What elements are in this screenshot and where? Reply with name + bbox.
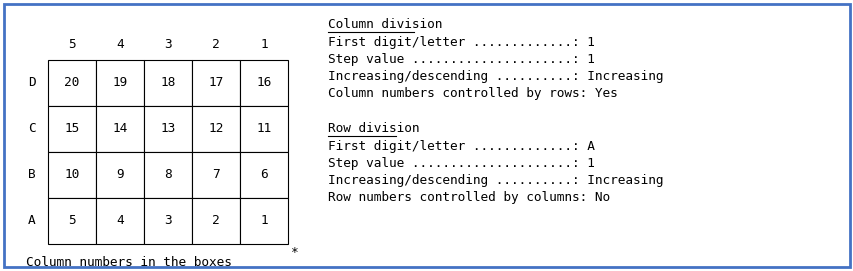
Text: 9: 9	[116, 169, 124, 182]
Text: Row division: Row division	[328, 122, 419, 135]
Text: Column division: Column division	[328, 18, 442, 31]
Bar	[144, 198, 192, 244]
Text: C: C	[28, 122, 36, 136]
Text: 13: 13	[160, 122, 176, 136]
Bar	[240, 106, 287, 152]
Bar	[240, 152, 287, 198]
Bar	[144, 152, 192, 198]
Text: 1: 1	[260, 215, 268, 227]
Bar	[48, 152, 96, 198]
Bar	[192, 152, 240, 198]
Text: First digit/letter .............: 1: First digit/letter .............: 1	[328, 36, 595, 49]
Text: Column numbers controlled by rows: Yes: Column numbers controlled by rows: Yes	[328, 87, 617, 100]
Text: D: D	[28, 76, 36, 89]
Text: Row numbers controlled by columns: No: Row numbers controlled by columns: No	[328, 191, 609, 204]
Bar	[144, 60, 192, 106]
Text: 5: 5	[68, 215, 76, 227]
Text: 18: 18	[160, 76, 176, 89]
Text: Increasing/descending ..........: Increasing: Increasing/descending ..........: Increa…	[328, 174, 663, 187]
Text: First digit/letter .............: A: First digit/letter .............: A	[328, 140, 595, 153]
Text: Column numbers in the boxes: Column numbers in the boxes	[26, 256, 232, 269]
Text: 14: 14	[113, 122, 127, 136]
Bar	[96, 198, 144, 244]
Bar	[96, 60, 144, 106]
Text: 19: 19	[113, 76, 127, 89]
Text: *: *	[291, 246, 299, 259]
Text: Step value .....................: 1: Step value .....................: 1	[328, 157, 595, 170]
Text: 20: 20	[64, 76, 79, 89]
Text: 17: 17	[208, 76, 223, 89]
Bar	[48, 60, 96, 106]
Bar	[192, 106, 240, 152]
Bar	[192, 60, 240, 106]
Bar	[240, 198, 287, 244]
Text: 5: 5	[68, 37, 76, 50]
Text: 16: 16	[256, 76, 271, 89]
Bar	[144, 106, 192, 152]
Text: 4: 4	[116, 37, 124, 50]
Text: 15: 15	[64, 122, 79, 136]
Text: 12: 12	[208, 122, 223, 136]
Bar	[96, 152, 144, 198]
Bar	[240, 60, 287, 106]
Text: A: A	[28, 215, 36, 227]
Bar	[48, 106, 96, 152]
Bar	[192, 198, 240, 244]
Text: 11: 11	[256, 122, 271, 136]
Text: 3: 3	[164, 215, 171, 227]
Text: 1: 1	[260, 37, 268, 50]
Text: 2: 2	[212, 37, 219, 50]
Text: 2: 2	[212, 215, 219, 227]
Text: 6: 6	[260, 169, 268, 182]
Text: Step value .....................: 1: Step value .....................: 1	[328, 53, 595, 66]
Text: 7: 7	[212, 169, 219, 182]
Text: 8: 8	[164, 169, 171, 182]
Text: 4: 4	[116, 215, 124, 227]
Text: 3: 3	[164, 37, 171, 50]
Text: B: B	[28, 169, 36, 182]
Bar	[96, 106, 144, 152]
Bar	[48, 198, 96, 244]
Text: 10: 10	[64, 169, 79, 182]
Text: Increasing/descending ..........: Increasing: Increasing/descending ..........: Increa…	[328, 70, 663, 83]
